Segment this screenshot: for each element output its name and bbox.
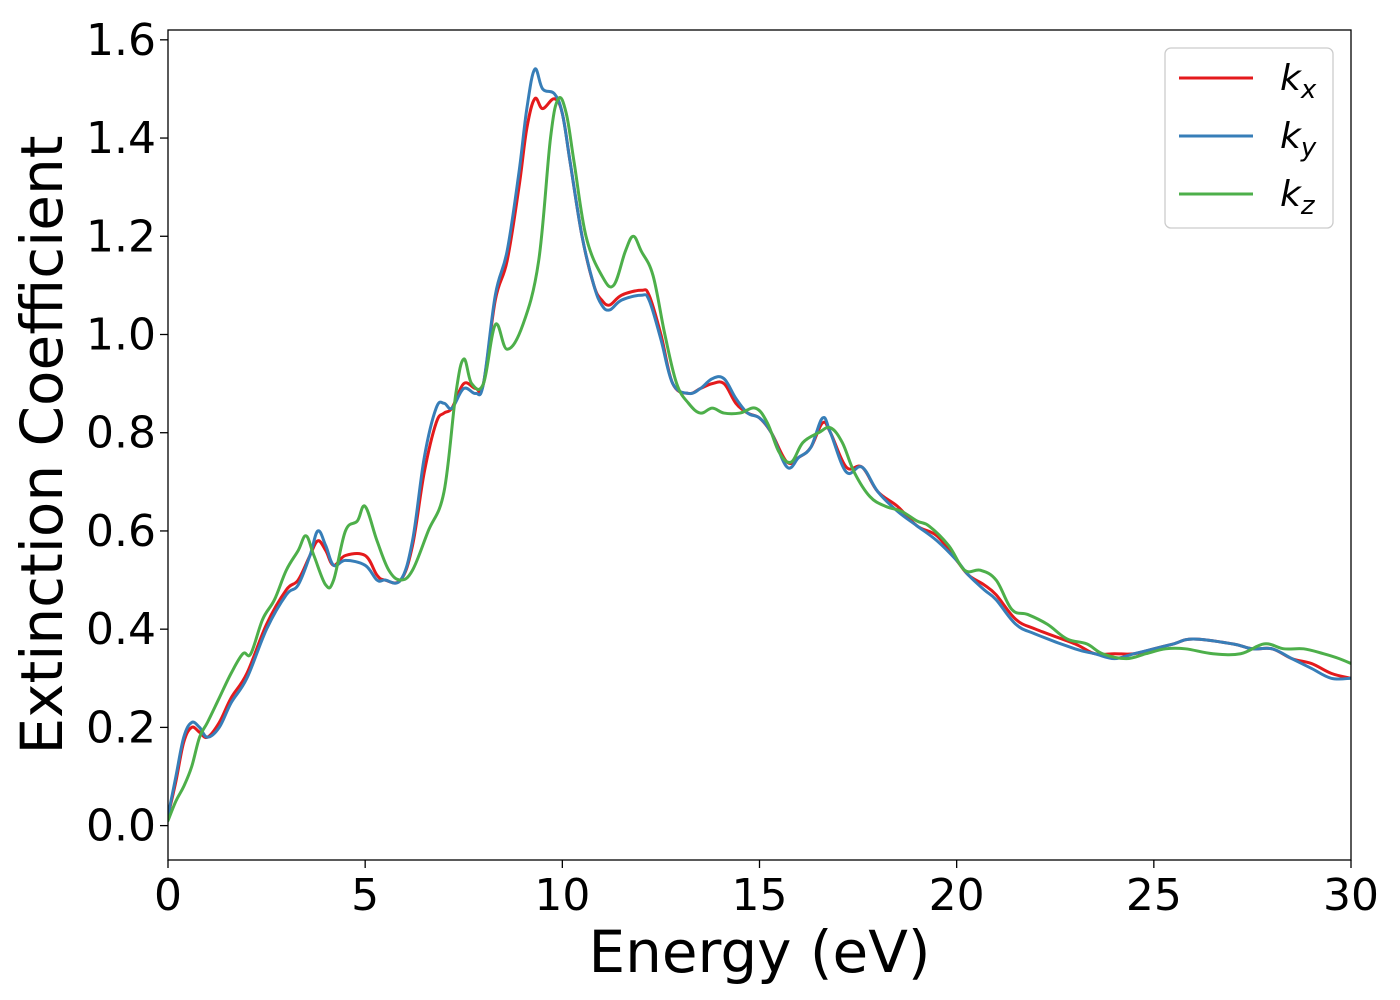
x-tick-label: 25 bbox=[1126, 870, 1182, 921]
y-tick-label: 0.6 bbox=[86, 506, 156, 557]
x-tick-label: 20 bbox=[929, 870, 985, 921]
legend-label-subscript: z bbox=[1300, 191, 1316, 221]
legend-label: ky bbox=[1280, 116, 1317, 163]
legend-label-subscript: x bbox=[1300, 75, 1317, 105]
plot-background bbox=[168, 30, 1351, 860]
y-tick-label: 1.4 bbox=[86, 113, 156, 164]
series-line-ky bbox=[168, 67, 1351, 818]
legend-box bbox=[1164, 47, 1334, 229]
y-tick-label: 0.2 bbox=[86, 702, 156, 753]
legend-label-base: k bbox=[1280, 58, 1303, 99]
y-tick-label: 0.4 bbox=[86, 604, 156, 655]
legend-label: kz bbox=[1280, 174, 1316, 221]
y-tick-label: 1.0 bbox=[86, 309, 156, 360]
y-tick-label: 0.0 bbox=[86, 801, 156, 852]
x-tick-label: 10 bbox=[534, 870, 590, 921]
y-axis-title: Extinction Coefficient bbox=[8, 136, 76, 755]
y-tick-label: 0.8 bbox=[86, 408, 156, 459]
x-tick-label: 5 bbox=[351, 870, 379, 921]
x-tick-label: 30 bbox=[1323, 870, 1379, 921]
series-line-kz bbox=[168, 96, 1351, 823]
legend-label-base: k bbox=[1280, 116, 1303, 157]
y-tick-label: 1.6 bbox=[86, 15, 156, 66]
legend-label-subscript: y bbox=[1300, 133, 1317, 163]
series-group bbox=[168, 67, 1351, 823]
plot-area bbox=[168, 30, 1351, 860]
x-axis-title: Energy (eV) bbox=[588, 918, 930, 986]
y-tick-label: 1.2 bbox=[86, 211, 156, 262]
x-tick-label: 0 bbox=[154, 870, 182, 921]
legend-label: kx bbox=[1280, 58, 1317, 105]
legend-label-base: k bbox=[1280, 174, 1303, 215]
axes-layer: 0 5 10 15 20 25 30 0.0 0.2 0.4 0.6 0.8 1.0 1.2 1.4 1.6 bbox=[86, 15, 1379, 921]
x-tick-label: 15 bbox=[732, 870, 788, 921]
series-layer bbox=[168, 67, 1351, 823]
